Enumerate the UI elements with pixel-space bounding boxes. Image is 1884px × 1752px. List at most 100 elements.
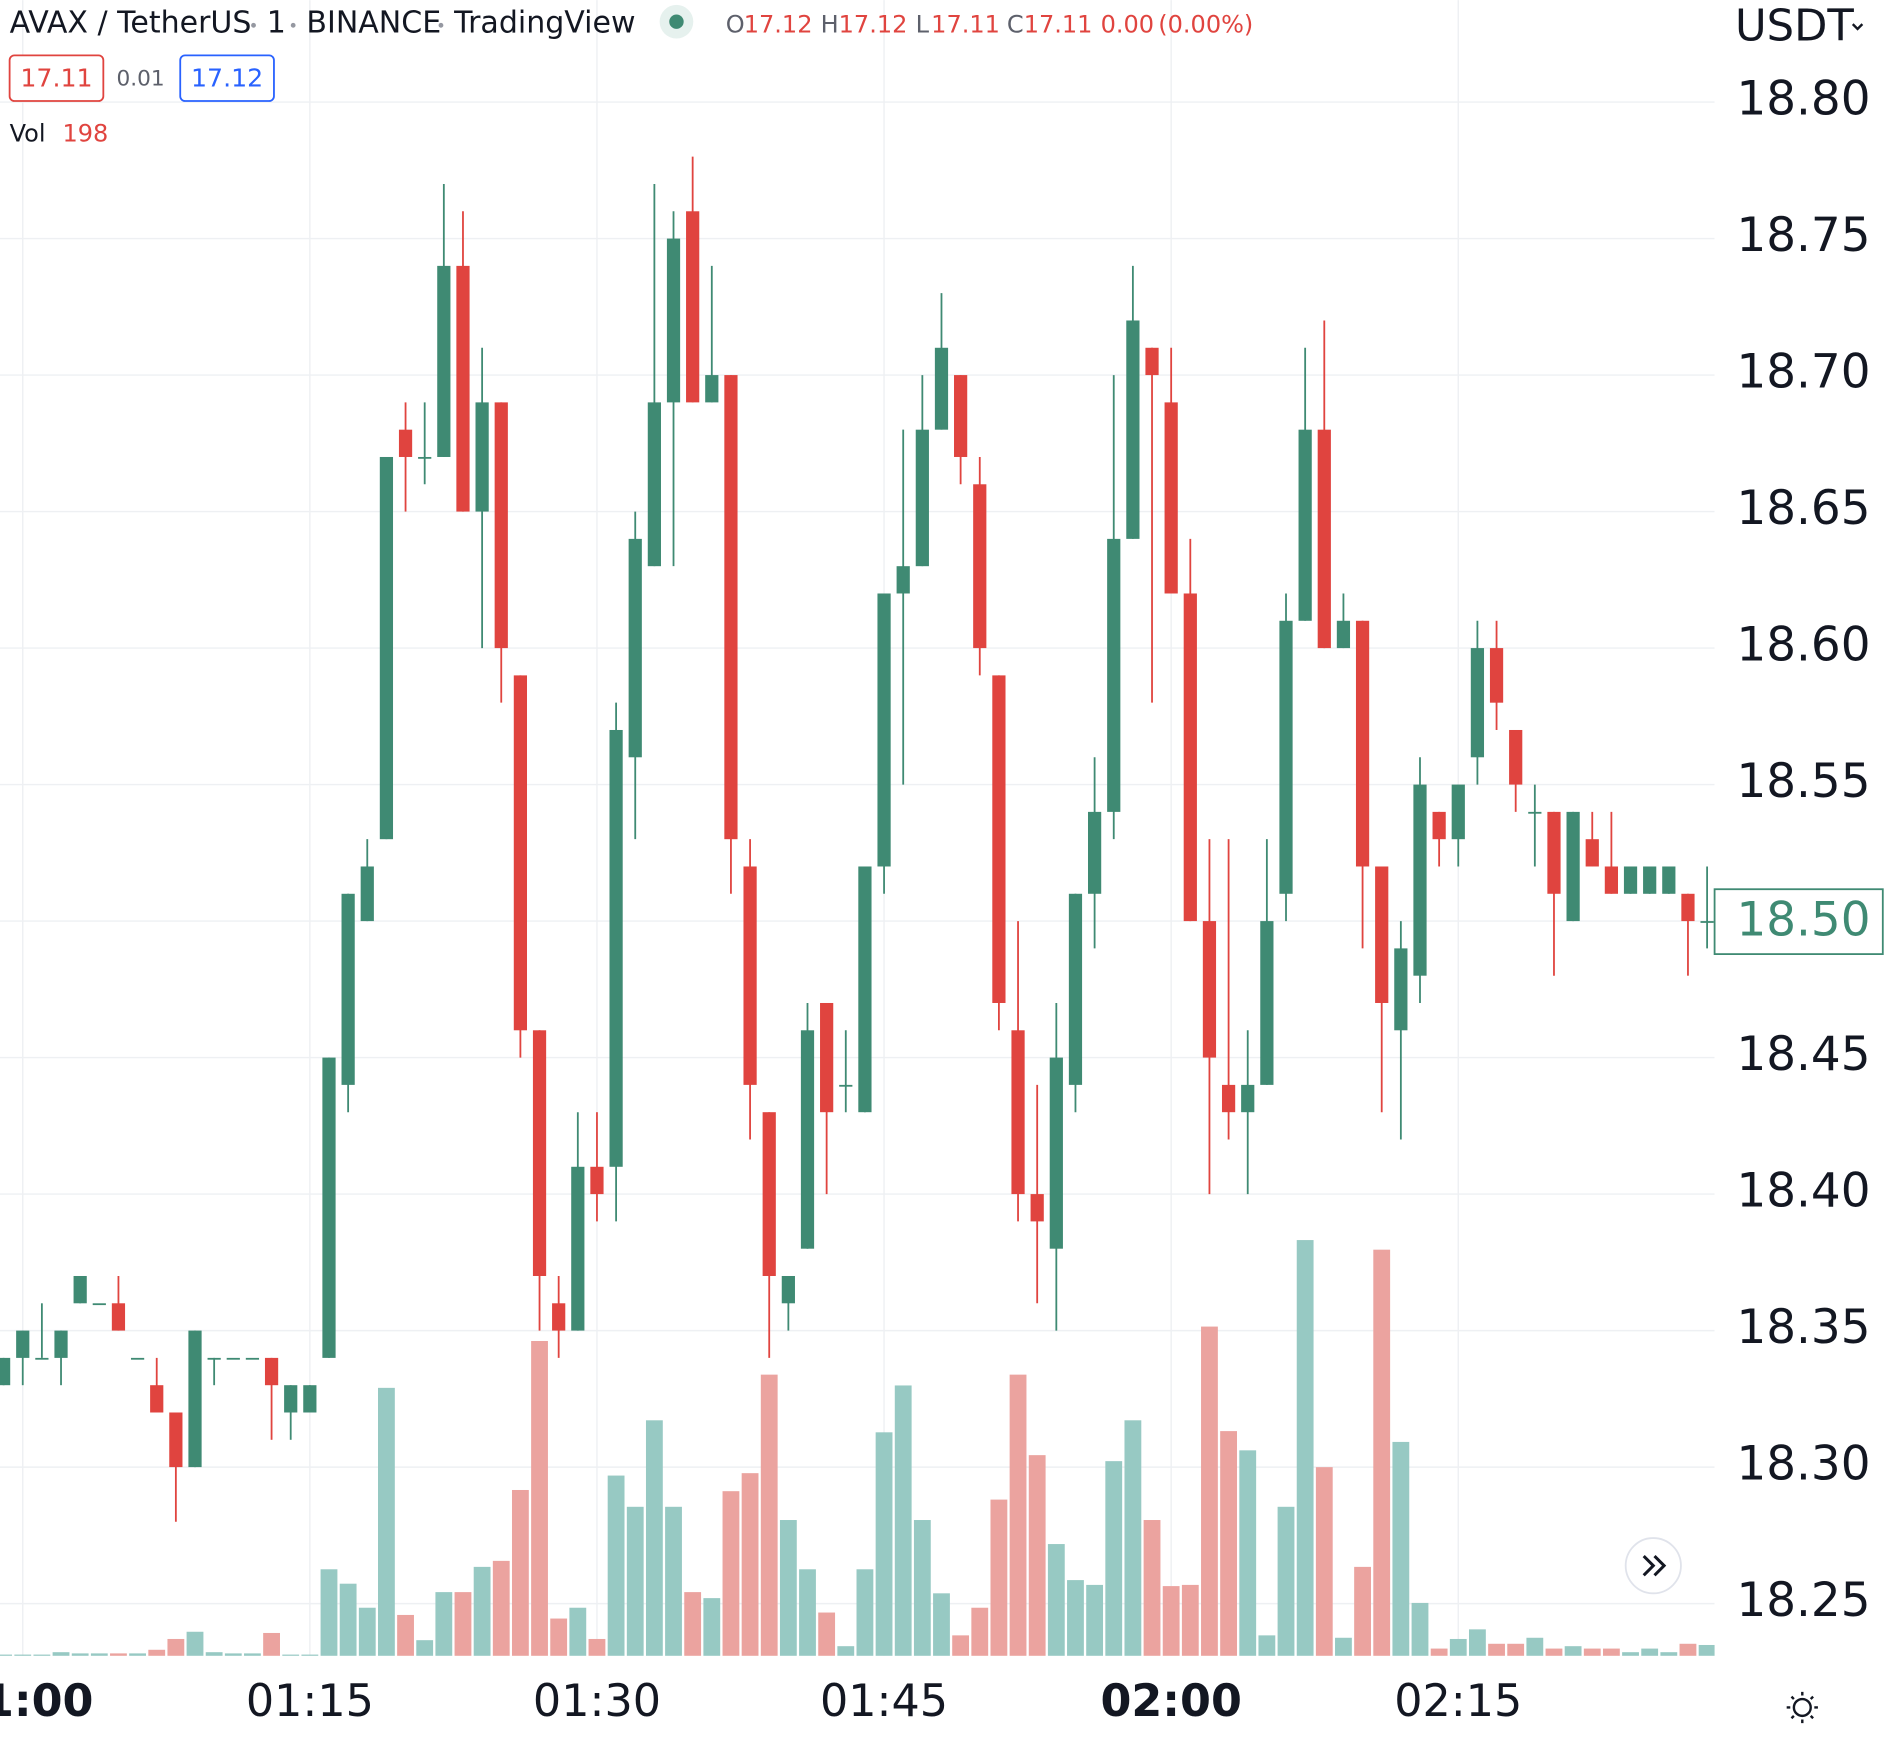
- volume-bar: [1201, 1326, 1218, 1656]
- candle-body: [245, 1357, 260, 1360]
- candle-body: [1604, 866, 1619, 894]
- bid: 17.11: [20, 63, 92, 92]
- candle-body: [877, 593, 891, 867]
- candle-body: [513, 675, 528, 1031]
- candle-body: [1623, 866, 1638, 894]
- volume-bar: [90, 1653, 108, 1656]
- volume-bar: [148, 1649, 166, 1656]
- last-price-tag: [1713, 888, 1884, 956]
- candle-body: [1451, 784, 1465, 840]
- volume-bar: [875, 1432, 893, 1656]
- volume-bar: [263, 1632, 280, 1656]
- y-tick-label: 18.80: [1736, 73, 1870, 127]
- candle-body: [1317, 429, 1331, 649]
- volume-bar: [684, 1592, 702, 1656]
- candle-body: [781, 1275, 795, 1304]
- candle-body: [398, 429, 413, 457]
- volume-bar: [703, 1598, 721, 1656]
- candle-body: [973, 484, 987, 649]
- volume-label: Vol: [10, 120, 46, 148]
- scroll-icon: [1642, 1555, 1667, 1577]
- candle-body: [207, 1357, 221, 1360]
- y-tick-label: 18.65: [1736, 482, 1870, 536]
- candle-body: [934, 347, 949, 430]
- candle-body: [188, 1330, 202, 1468]
- x-tick-label: 02:00: [1100, 1676, 1241, 1727]
- volume-bar: [1507, 1643, 1525, 1656]
- candle-body: [1107, 538, 1121, 812]
- volume-bar: [779, 1520, 797, 1656]
- candle-layer: [0, 156, 1714, 1522]
- candle-body: [762, 1112, 776, 1276]
- volume-bar: [244, 1653, 261, 1656]
- y-tick-label: 18.55: [1736, 755, 1870, 809]
- candle-body: [1336, 620, 1351, 649]
- volume-bar: [760, 1374, 778, 1656]
- volume-bar: [722, 1491, 740, 1656]
- volume-bar: [320, 1569, 338, 1656]
- volume-bar: [1028, 1455, 1046, 1656]
- volume-bar: [397, 1614, 414, 1656]
- volume-bar: [454, 1592, 472, 1656]
- axes: 18.25 18.30 18.35 18.40 18.45 18.50 18.55 18.60…: [0, 73, 1871, 1727]
- volume-bar: [1047, 1544, 1065, 1656]
- candle-body: [1260, 921, 1274, 1085]
- volume-bar: [358, 1607, 376, 1656]
- volume-bar: [282, 1654, 300, 1656]
- spread: 0.01: [117, 66, 165, 91]
- candle-body: [1298, 429, 1312, 621]
- volume-bar: [301, 1654, 319, 1656]
- x-tick-label: 01:30: [533, 1676, 661, 1727]
- ask: 17.12: [191, 63, 263, 92]
- volume-bar: [799, 1569, 816, 1656]
- volume-bar: [1679, 1643, 1697, 1656]
- candle-body: [743, 866, 757, 1085]
- candle-body: [322, 1057, 336, 1358]
- candle-body: [475, 402, 489, 512]
- candle-body: [1355, 620, 1370, 867]
- volume-bar: [550, 1618, 568, 1656]
- candle-body: [1126, 320, 1140, 539]
- settings-icon[interactable]: [1786, 1691, 1818, 1724]
- volume-bar: [933, 1593, 950, 1656]
- candle-body: [1547, 811, 1561, 894]
- candle-body: [130, 1357, 145, 1360]
- legend-high-label: H: [821, 10, 839, 38]
- candle-body: [1681, 893, 1695, 922]
- volume-bar: [1488, 1643, 1505, 1656]
- volume-bar: [607, 1475, 625, 1656]
- volume-bar: [1258, 1635, 1276, 1656]
- volume-bar: [588, 1638, 606, 1656]
- candle-body: [379, 456, 394, 840]
- volume-bar: [1469, 1629, 1486, 1656]
- y-tick-label: 18.60: [1736, 619, 1870, 673]
- volume-value: 198: [62, 120, 108, 148]
- x-tick-label: 01:00: [0, 1676, 93, 1727]
- volume-bar: [492, 1560, 510, 1656]
- candle-body: [724, 375, 738, 840]
- volume-bar: [1162, 1586, 1180, 1656]
- candle-body: [1145, 347, 1159, 376]
- volume-bar: [856, 1569, 874, 1656]
- separator: [290, 22, 296, 28]
- volume-bar: [167, 1638, 185, 1656]
- volume-bar: [1392, 1441, 1410, 1656]
- legend-open: 17.12: [744, 10, 813, 38]
- candle-body: [858, 866, 872, 1113]
- candle-body: [360, 866, 374, 922]
- volume-bar: [71, 1653, 89, 1656]
- candle-body: [992, 675, 1006, 1003]
- volume-bar: [626, 1506, 644, 1656]
- candle-body: [552, 1303, 566, 1331]
- ohlc-legend: O 17.12 H 17.12 L 17.11 C 17.11 0.00 (0.…: [726, 10, 1254, 38]
- volume-bar: [990, 1499, 1008, 1656]
- volume-bar: [1622, 1652, 1639, 1656]
- candle-body: [1566, 811, 1580, 922]
- currency: USDT: [1735, 1, 1854, 51]
- candle-body: [896, 566, 910, 594]
- candle-body: [1585, 839, 1599, 867]
- currency-caret: [1851, 23, 1864, 31]
- candle-body: [264, 1357, 279, 1386]
- candle-body: [590, 1166, 604, 1195]
